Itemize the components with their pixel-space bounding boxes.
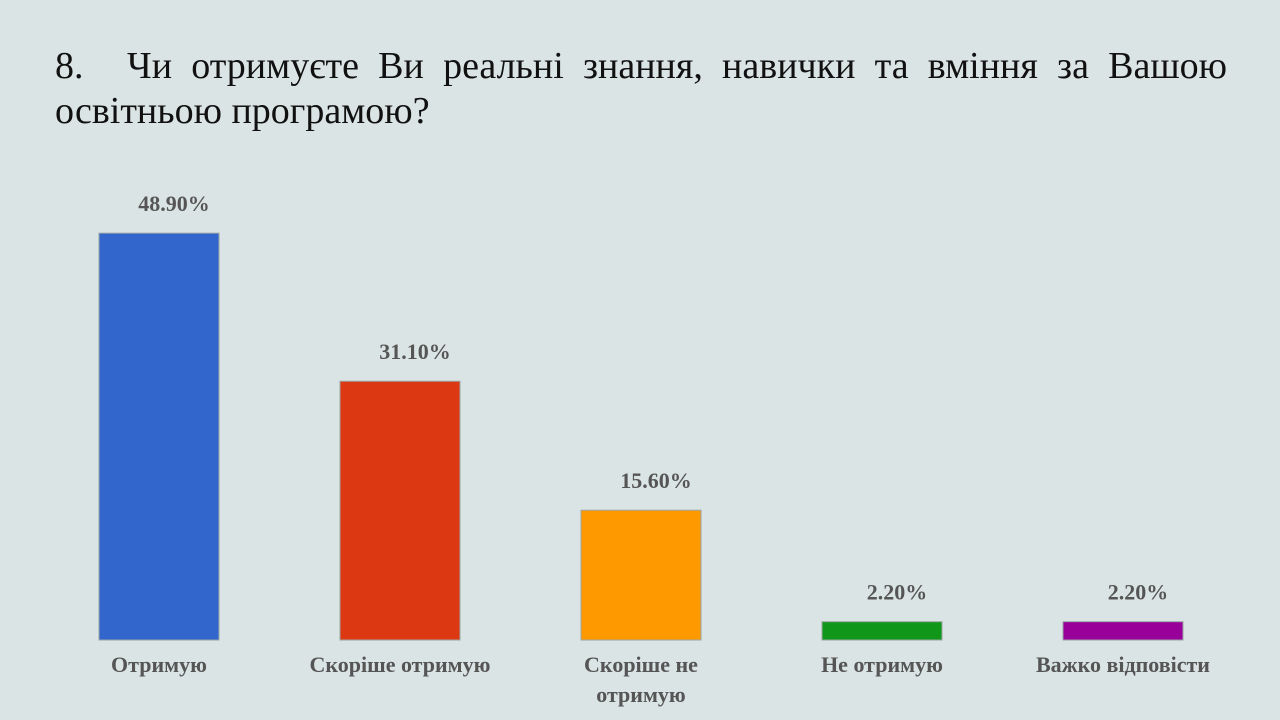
question-text: Чи отримуєте Ви реальні знання, навички … [55, 45, 1227, 132]
bar-5 [1062, 621, 1184, 641]
value-label-2: 31.10% [379, 339, 451, 364]
category-label-3-line-1: Скоріше не [584, 652, 698, 677]
value-label-5: 2.20% [1108, 580, 1169, 605]
bar-2 [339, 380, 461, 641]
value-label-3: 15.60% [620, 468, 692, 493]
bar-3 [580, 509, 702, 641]
bar-4 [821, 621, 943, 641]
bar-1 [98, 232, 220, 641]
category-label-3-line-2: отримую [596, 682, 686, 707]
category-label-4: Не отримую [821, 652, 943, 677]
category-label-5: Важко відповісти [1036, 652, 1210, 677]
question-title: 8. Чи отримуєте Ви реальні знання, навичк… [55, 44, 1227, 134]
value-label-1: 48.90% [138, 191, 210, 216]
question-number: 8. [55, 45, 84, 87]
category-label-1: Отримую [111, 652, 207, 677]
category-label-2: Скоріше отримую [310, 652, 491, 677]
value-label-4: 2.20% [867, 580, 928, 605]
